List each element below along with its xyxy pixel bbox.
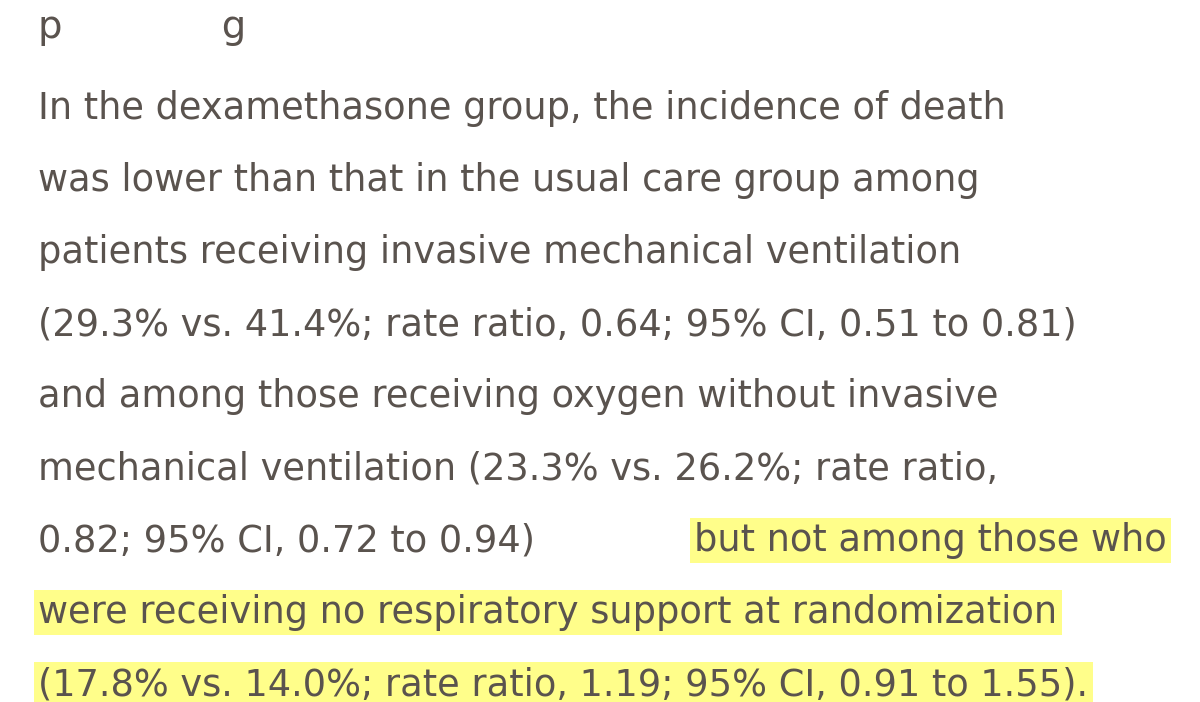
Text: (17.8% vs. 14.0%; rate ratio, 1.19; 95% CI, 0.91 to 1.55).: (17.8% vs. 14.0%; rate ratio, 1.19; 95% … bbox=[38, 666, 1088, 702]
Text: was lower than that in the usual care group among: was lower than that in the usual care gr… bbox=[38, 162, 979, 199]
Text: (29.3% vs. 41.4%; rate ratio, 0.64; 95% CI, 0.51 to 0.81): (29.3% vs. 41.4%; rate ratio, 0.64; 95% … bbox=[38, 306, 1076, 343]
Text: mechanical ventilation (23.3% vs. 26.2%; rate ratio,: mechanical ventilation (23.3% vs. 26.2%;… bbox=[38, 450, 998, 487]
Text: were receiving no respiratory support at randomization: were receiving no respiratory support at… bbox=[38, 594, 1057, 631]
Text: but not among those who: but not among those who bbox=[695, 522, 1168, 559]
Text: patients receiving invasive mechanical ventilation: patients receiving invasive mechanical v… bbox=[38, 234, 961, 271]
Text: 0.82; 95% CI, 0.72 to 0.94): 0.82; 95% CI, 0.72 to 0.94) bbox=[38, 522, 547, 559]
Text: and among those receiving oxygen without invasive: and among those receiving oxygen without… bbox=[38, 378, 998, 415]
Text: p             g: p g bbox=[38, 8, 246, 46]
Text: In the dexamethasone group, the incidence of death: In the dexamethasone group, the incidenc… bbox=[38, 90, 1006, 127]
